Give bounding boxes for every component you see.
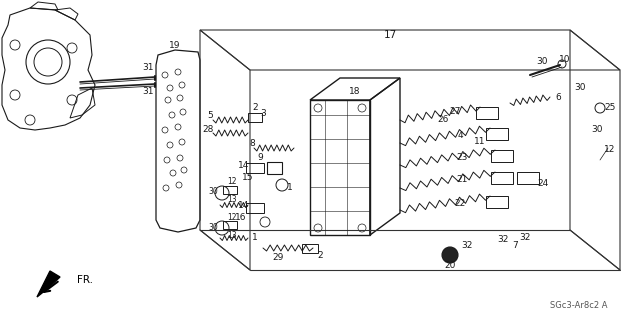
Text: 7: 7 xyxy=(512,241,518,249)
Bar xyxy=(486,196,508,208)
Bar xyxy=(476,107,498,119)
Text: 12: 12 xyxy=(227,177,237,187)
Text: 1: 1 xyxy=(252,234,258,242)
Text: 30: 30 xyxy=(208,188,218,197)
Text: 14: 14 xyxy=(238,201,250,210)
Text: 18: 18 xyxy=(349,87,361,97)
Text: 30: 30 xyxy=(536,57,548,66)
Text: 31: 31 xyxy=(142,63,154,72)
Text: FR.: FR. xyxy=(77,275,93,285)
Bar xyxy=(267,162,282,174)
Text: 16: 16 xyxy=(236,213,247,222)
Bar xyxy=(302,243,318,253)
Text: 13: 13 xyxy=(227,195,237,204)
Bar xyxy=(223,221,237,229)
Circle shape xyxy=(442,247,458,263)
Text: 24: 24 xyxy=(538,179,548,188)
Text: 30: 30 xyxy=(208,222,218,232)
Bar xyxy=(246,163,264,173)
Polygon shape xyxy=(37,271,60,297)
Text: 32: 32 xyxy=(497,235,509,244)
Text: 3: 3 xyxy=(260,108,266,117)
Text: 31: 31 xyxy=(142,87,154,97)
Text: 12: 12 xyxy=(227,213,237,222)
Text: 17: 17 xyxy=(383,30,397,40)
Text: 30: 30 xyxy=(574,84,586,93)
Text: 2: 2 xyxy=(317,250,323,259)
Text: 32: 32 xyxy=(461,241,473,249)
Text: 30: 30 xyxy=(591,125,603,135)
Text: 14: 14 xyxy=(238,160,250,169)
Text: 32: 32 xyxy=(519,234,531,242)
Text: 29: 29 xyxy=(272,253,284,262)
Text: 27: 27 xyxy=(449,108,461,116)
Text: 19: 19 xyxy=(169,41,180,49)
Bar xyxy=(491,172,513,184)
Bar xyxy=(491,150,513,162)
Text: 12: 12 xyxy=(604,145,616,154)
Text: 21: 21 xyxy=(456,175,468,184)
Text: 5: 5 xyxy=(207,112,213,121)
Text: 26: 26 xyxy=(437,115,449,124)
Bar xyxy=(486,128,508,140)
Text: 13: 13 xyxy=(227,231,237,240)
Text: 25: 25 xyxy=(604,103,616,113)
Text: 1: 1 xyxy=(287,183,293,192)
Text: 23: 23 xyxy=(456,153,468,162)
Text: 4: 4 xyxy=(457,130,463,139)
Text: 28: 28 xyxy=(202,125,214,135)
Text: 10: 10 xyxy=(559,56,571,64)
Text: 11: 11 xyxy=(474,137,486,146)
Text: 8: 8 xyxy=(249,139,255,149)
Text: 9: 9 xyxy=(257,153,263,162)
Text: 6: 6 xyxy=(555,93,561,102)
Text: 20: 20 xyxy=(444,262,456,271)
Bar xyxy=(223,186,237,194)
Bar xyxy=(246,203,264,213)
Text: 22: 22 xyxy=(454,198,466,207)
Text: 15: 15 xyxy=(243,174,253,182)
Bar xyxy=(517,172,539,184)
Bar xyxy=(248,113,262,122)
Text: SGc3-Ar8c2 A: SGc3-Ar8c2 A xyxy=(550,300,607,309)
Text: 2: 2 xyxy=(252,103,258,113)
